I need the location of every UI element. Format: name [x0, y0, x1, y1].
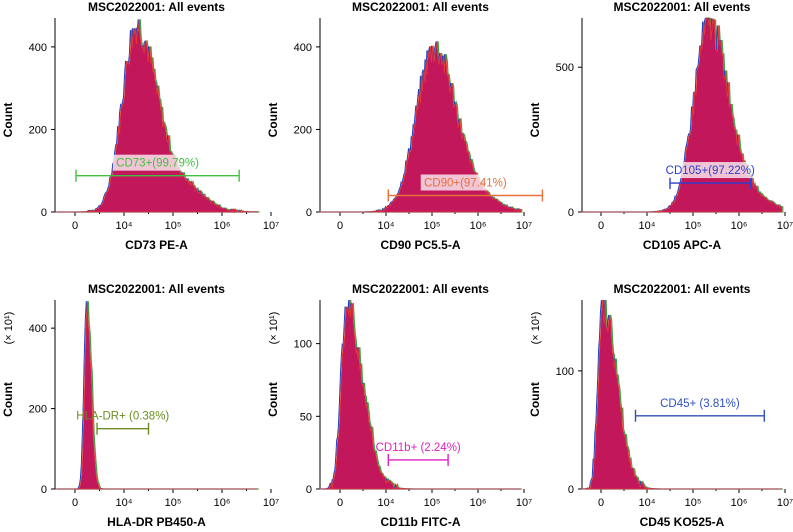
y-tick-label: 50	[300, 411, 312, 423]
x-tick-label: 10⁶	[731, 497, 748, 509]
x-tick-label: 10⁴	[378, 220, 395, 232]
x-tick-label: 0	[337, 220, 343, 232]
chart-title: MSC2022001: All events	[88, 282, 225, 296]
x-tick-label: 10⁴	[116, 220, 133, 232]
y-tick-label: 0	[568, 207, 574, 219]
chart-title: MSC2022001: All events	[88, 0, 225, 14]
x-tick-label: 10⁴	[116, 497, 133, 509]
chart-panel-5: MSC2022001: All events 0 10⁴ 10⁵ 10⁶ 10⁷ 0 50 10…	[266, 282, 532, 529]
histogram-fill	[320, 41, 522, 213]
gate-label: CD105+(97.22%)	[666, 165, 755, 177]
x-tick-label: 10⁵	[685, 497, 702, 509]
x-tick-label: 10⁷	[263, 220, 279, 232]
x-axis-label: CD90 PC5.5-A	[380, 238, 460, 252]
y-axis-label: Count	[266, 382, 280, 417]
x-axis-label: CD11b FITC-A	[380, 515, 460, 529]
y-tick-label: 200	[29, 404, 47, 416]
gate-label-backdrop	[112, 154, 203, 171]
histogram-fill	[320, 299, 521, 490]
y-tick-label: 0	[41, 207, 47, 219]
x-tick-label: 10⁶	[731, 220, 748, 232]
x-tick-label: 0	[72, 220, 78, 232]
x-tick-label: 10⁷	[516, 497, 532, 509]
x-axis-label: HLA-DR PB450-A	[107, 515, 206, 529]
chart-title: MSC2022001: All events	[352, 0, 489, 14]
gate-label: CD90+(97.41%)	[424, 177, 507, 189]
histogram-fill	[582, 299, 782, 490]
y-axis-label: Count	[528, 103, 542, 138]
x-tick-label: 10⁴	[639, 220, 656, 232]
x-tick-label: 10⁴	[378, 497, 395, 509]
y-axis-label: Count	[1, 382, 15, 417]
x-tick-label: 10⁷	[777, 497, 793, 509]
x-tick-label: 10⁶	[214, 497, 231, 509]
x-tick-label: 10⁵	[424, 220, 441, 232]
histogram-fill	[55, 301, 258, 490]
chart-panel-3: MSC2022001: All events 0 10⁴ 10⁵ 10⁶ 10⁷ 0 500 C…	[528, 0, 793, 252]
chart-title: MSC2022001: All events	[352, 282, 489, 296]
x-axis-label: CD45 KO525-A	[640, 515, 725, 529]
gate-label: CD73+(99.79%)	[116, 158, 199, 170]
chart-panel-4: MSC2022001: All events 0 10⁴ 10⁵ 10⁶ 10⁷ 0 200 4…	[1, 282, 279, 529]
y-tick-label: 0	[306, 207, 312, 219]
y-multiplier-label: (× 10¹)	[3, 312, 15, 345]
x-axis-label: CD73 PE-A	[125, 238, 188, 252]
chart-panel-1: MSC2022001: All events 0 10⁴ 10⁵ 10⁶ 10⁷ 0 200 4…	[1, 0, 279, 252]
x-tick-label: 0	[598, 497, 604, 509]
y-tick-label: 0	[568, 484, 574, 496]
x-tick-label: 0	[337, 497, 343, 509]
chart-title: MSC2022001: All events	[614, 0, 751, 14]
y-multiplier-label: (× 10¹)	[268, 312, 280, 345]
y-tick-label: 0	[306, 484, 312, 496]
chart-panel-2: MSC2022001: All events 0 10⁴ 10⁵ 10⁶ 10⁷ 0 200 4…	[266, 0, 544, 252]
x-tick-label: 0	[598, 220, 604, 232]
y-tick-label: 100	[556, 366, 574, 378]
y-tick-label: 100	[294, 339, 312, 351]
x-tick-label: 10⁶	[214, 220, 231, 232]
x-tick-label: 10⁵	[165, 497, 182, 509]
gate-label-backdrop	[662, 162, 759, 179]
chart-title: MSC2022001: All events	[614, 282, 751, 296]
y-axis-label: Count	[1, 103, 15, 138]
x-tick-label: 10⁷	[777, 220, 793, 232]
x-tick-label: 10⁶	[470, 497, 487, 509]
chart-panel-6: MSC2022001: All events 0 10⁴ 10⁵ 10⁶ 10⁷ 0 100 C…	[528, 282, 793, 529]
x-tick-label: 10⁴	[639, 497, 656, 509]
y-tick-label: 200	[294, 124, 312, 136]
gate-label: CD45+ (3.81%)	[660, 398, 740, 410]
x-tick-label: 10⁷	[263, 497, 279, 509]
histogram-fill	[55, 19, 259, 213]
x-tick-label: 0	[72, 497, 78, 509]
gate-label-backdrop	[420, 174, 510, 191]
x-tick-label: 10⁵	[424, 497, 441, 509]
gate-label: CD11b+ (2.24%)	[376, 442, 461, 454]
x-axis-label: CD105 APC-A	[643, 238, 722, 252]
y-tick-label: 500	[556, 62, 574, 74]
x-tick-label: 10⁷	[516, 220, 532, 232]
y-axis-label: Count	[266, 103, 280, 138]
y-tick-label: 400	[29, 42, 47, 54]
y-tick-label: 400	[294, 42, 312, 54]
y-tick-label: 200	[29, 124, 47, 136]
x-tick-label: 10⁵	[165, 220, 182, 232]
y-axis-label: Count	[528, 382, 542, 417]
y-tick-label: 0	[41, 484, 47, 496]
y-multiplier-label: (× 10¹)	[530, 312, 542, 345]
x-tick-label: 10⁶	[470, 220, 487, 232]
x-tick-label: 10⁵	[685, 220, 702, 232]
gate-label: HLA-DR+ (0.38%)	[76, 411, 169, 423]
y-tick-label: 400	[29, 323, 47, 335]
